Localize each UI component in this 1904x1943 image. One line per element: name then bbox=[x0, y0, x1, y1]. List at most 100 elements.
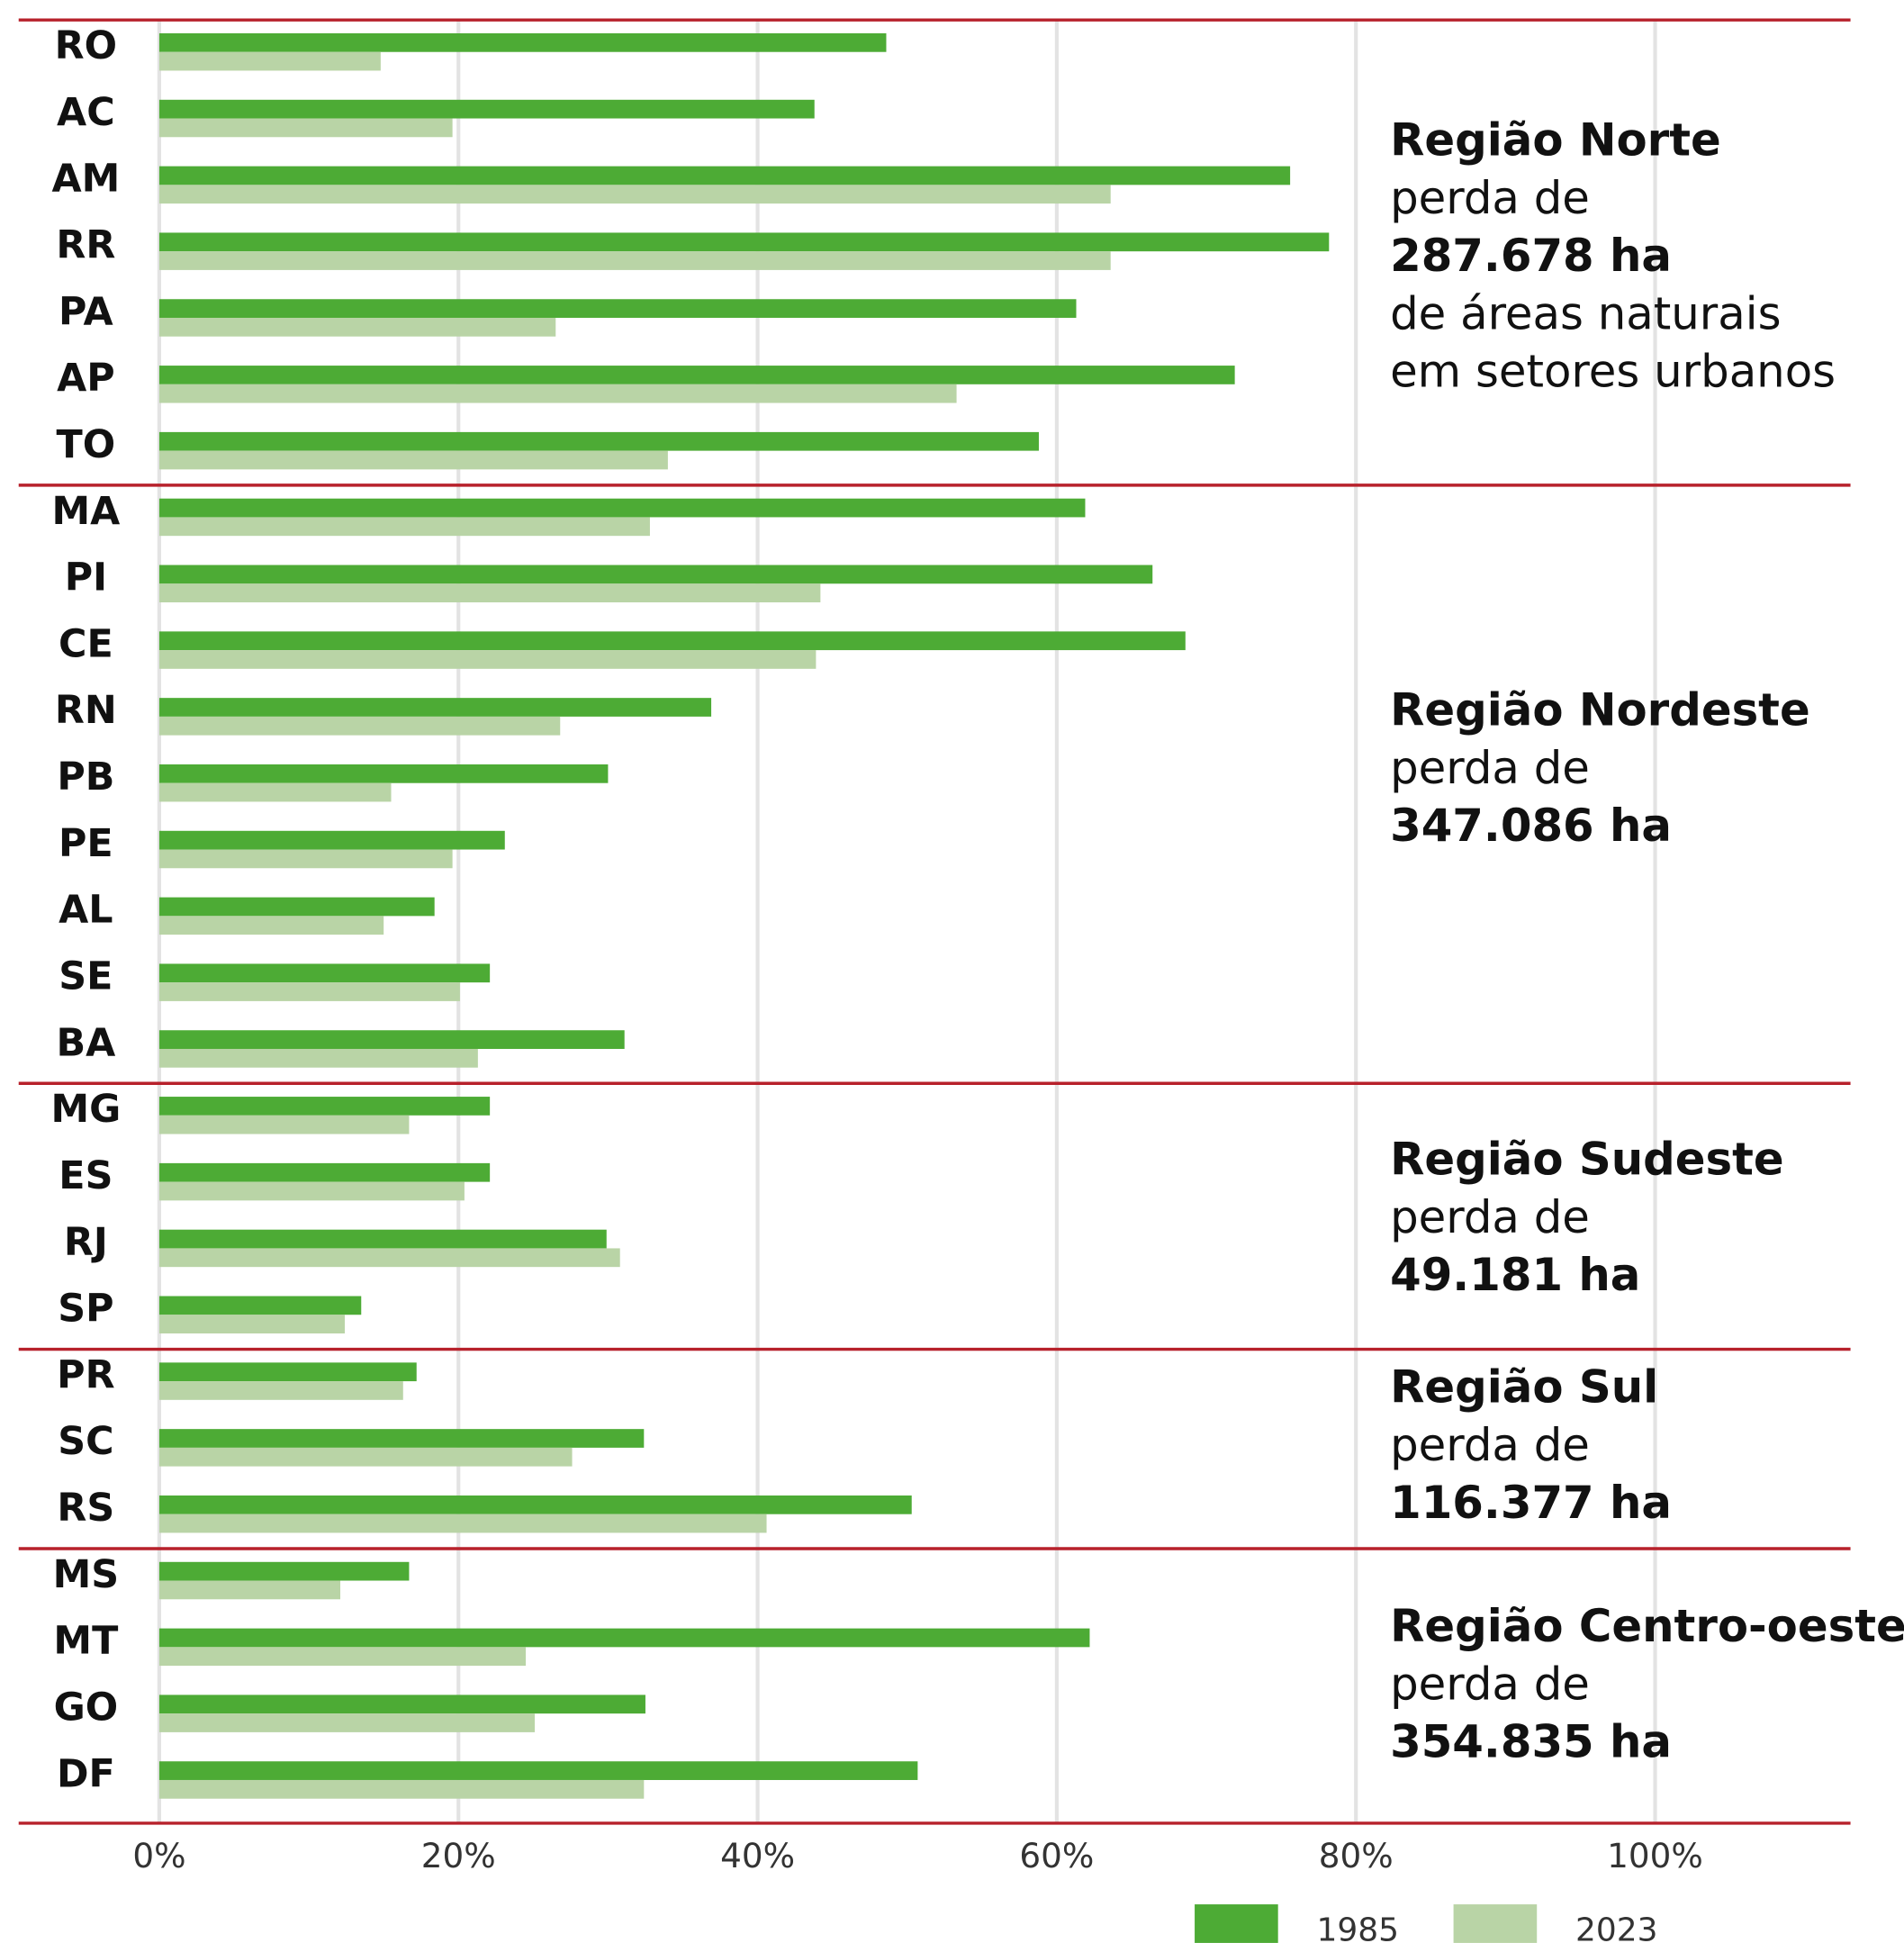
bar bbox=[158, 1248, 620, 1268]
x-tick-label: 100% bbox=[1607, 1836, 1703, 1875]
category-label: AM bbox=[51, 157, 120, 202]
bar bbox=[158, 849, 453, 869]
region-title: Região Norte bbox=[1390, 114, 1721, 167]
bar bbox=[158, 1779, 645, 1799]
category-label: RO bbox=[55, 23, 117, 68]
bar bbox=[158, 1097, 491, 1116]
bar bbox=[158, 166, 1291, 185]
category-label: TO bbox=[57, 422, 116, 467]
legend-label: 2023 bbox=[1575, 1911, 1657, 1943]
category-label: SC bbox=[58, 1419, 113, 1464]
bar bbox=[158, 764, 609, 783]
category-label: AC bbox=[57, 90, 115, 135]
category-label: RR bbox=[56, 223, 115, 268]
bar bbox=[158, 1048, 478, 1068]
bar bbox=[158, 916, 384, 935]
bar bbox=[158, 1647, 527, 1667]
region-title: Região Sudeste bbox=[1390, 1134, 1784, 1186]
bar bbox=[158, 450, 668, 470]
bar bbox=[158, 32, 887, 52]
category-label: SE bbox=[59, 954, 113, 999]
x-tick-label: 20% bbox=[421, 1836, 496, 1875]
bar bbox=[158, 963, 491, 983]
bar bbox=[158, 583, 821, 602]
region-title: Região Sul bbox=[1390, 1361, 1658, 1414]
region-title: Região Nordeste bbox=[1390, 684, 1810, 737]
bar bbox=[158, 1181, 465, 1201]
region-text: de áreas naturais bbox=[1390, 287, 1781, 339]
bar bbox=[158, 498, 1086, 518]
category-label: ES bbox=[59, 1153, 113, 1198]
region-text: 116.377 ha bbox=[1390, 1477, 1672, 1529]
x-tick-label: 0% bbox=[132, 1836, 185, 1875]
category-label: AL bbox=[59, 888, 113, 933]
bar bbox=[158, 299, 1077, 318]
bar bbox=[158, 431, 1039, 451]
bar bbox=[158, 716, 561, 736]
category-label: PI bbox=[65, 556, 107, 601]
bar bbox=[158, 1495, 912, 1514]
category-label: PB bbox=[57, 755, 114, 800]
x-tick-label: 60% bbox=[1019, 1836, 1094, 1875]
bar bbox=[158, 384, 957, 403]
bar bbox=[158, 99, 815, 119]
bar bbox=[158, 897, 435, 917]
bar bbox=[158, 51, 381, 71]
region-text: 354.835 ha bbox=[1390, 1716, 1672, 1768]
category-label: RS bbox=[57, 1486, 114, 1531]
region-text: perda de bbox=[1390, 1419, 1590, 1471]
bar bbox=[158, 232, 1330, 252]
bar bbox=[158, 118, 453, 138]
category-label: CE bbox=[59, 621, 113, 666]
bar bbox=[158, 185, 1111, 204]
category-label: GO bbox=[54, 1685, 119, 1731]
bar bbox=[158, 251, 1111, 270]
bar bbox=[158, 1514, 767, 1533]
bar bbox=[158, 1628, 1090, 1648]
category-label: MG bbox=[50, 1087, 121, 1132]
bar bbox=[158, 1315, 345, 1333]
bar bbox=[158, 1362, 417, 1382]
region-title: Região Centro-oeste bbox=[1390, 1600, 1904, 1652]
region-text: perda de bbox=[1390, 1658, 1590, 1710]
bar bbox=[158, 366, 1235, 384]
category-label: RJ bbox=[64, 1220, 108, 1265]
bar bbox=[158, 1030, 625, 1049]
bar bbox=[158, 1229, 607, 1249]
category-label: MT bbox=[53, 1619, 118, 1664]
bar bbox=[158, 317, 556, 337]
bar bbox=[158, 782, 392, 802]
bar bbox=[158, 1561, 410, 1581]
bar bbox=[158, 517, 650, 537]
category-label: PR bbox=[57, 1352, 114, 1397]
x-tick-label: 80% bbox=[1319, 1836, 1394, 1875]
category-label: AP bbox=[57, 356, 115, 401]
bar bbox=[158, 698, 712, 717]
bar bbox=[158, 1713, 535, 1732]
bar bbox=[158, 1580, 340, 1600]
legend-label: 1985 bbox=[1317, 1911, 1399, 1943]
bar bbox=[158, 1115, 410, 1134]
category-label: RN bbox=[55, 688, 117, 733]
bar bbox=[158, 1429, 645, 1448]
category-label: MS bbox=[53, 1552, 120, 1597]
bar bbox=[158, 1381, 403, 1400]
region-text: perda de bbox=[1390, 742, 1590, 794]
x-tick-label: 40% bbox=[720, 1836, 795, 1875]
category-label: PE bbox=[59, 821, 113, 866]
legend-swatch bbox=[1195, 1904, 1278, 1943]
region-text: 347.086 ha bbox=[1390, 800, 1672, 852]
region-text: perda de bbox=[1390, 1191, 1590, 1243]
bar bbox=[158, 631, 1186, 651]
bar bbox=[158, 1296, 362, 1315]
bar bbox=[158, 650, 817, 669]
region-text: 49.181 ha bbox=[1390, 1249, 1640, 1301]
bar bbox=[158, 1162, 491, 1182]
bar bbox=[158, 1761, 918, 1780]
bar bbox=[158, 565, 1153, 584]
category-label: BA bbox=[56, 1020, 115, 1065]
bar bbox=[158, 830, 505, 850]
bar bbox=[158, 1694, 645, 1714]
category-label: MA bbox=[51, 489, 120, 534]
category-label: DF bbox=[57, 1751, 115, 1796]
